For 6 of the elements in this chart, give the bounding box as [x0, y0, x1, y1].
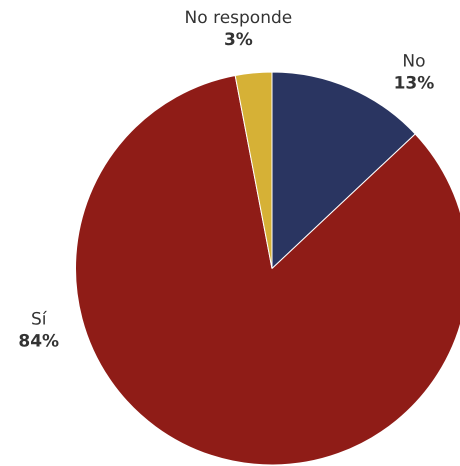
data-label: 3% [224, 30, 253, 50]
slice-label: Sí [30, 309, 48, 330]
slice-label: No [402, 52, 426, 72]
slice-label: No responde [184, 8, 292, 28]
data-label: 84% [18, 331, 60, 352]
data-label: 13% [394, 74, 434, 94]
